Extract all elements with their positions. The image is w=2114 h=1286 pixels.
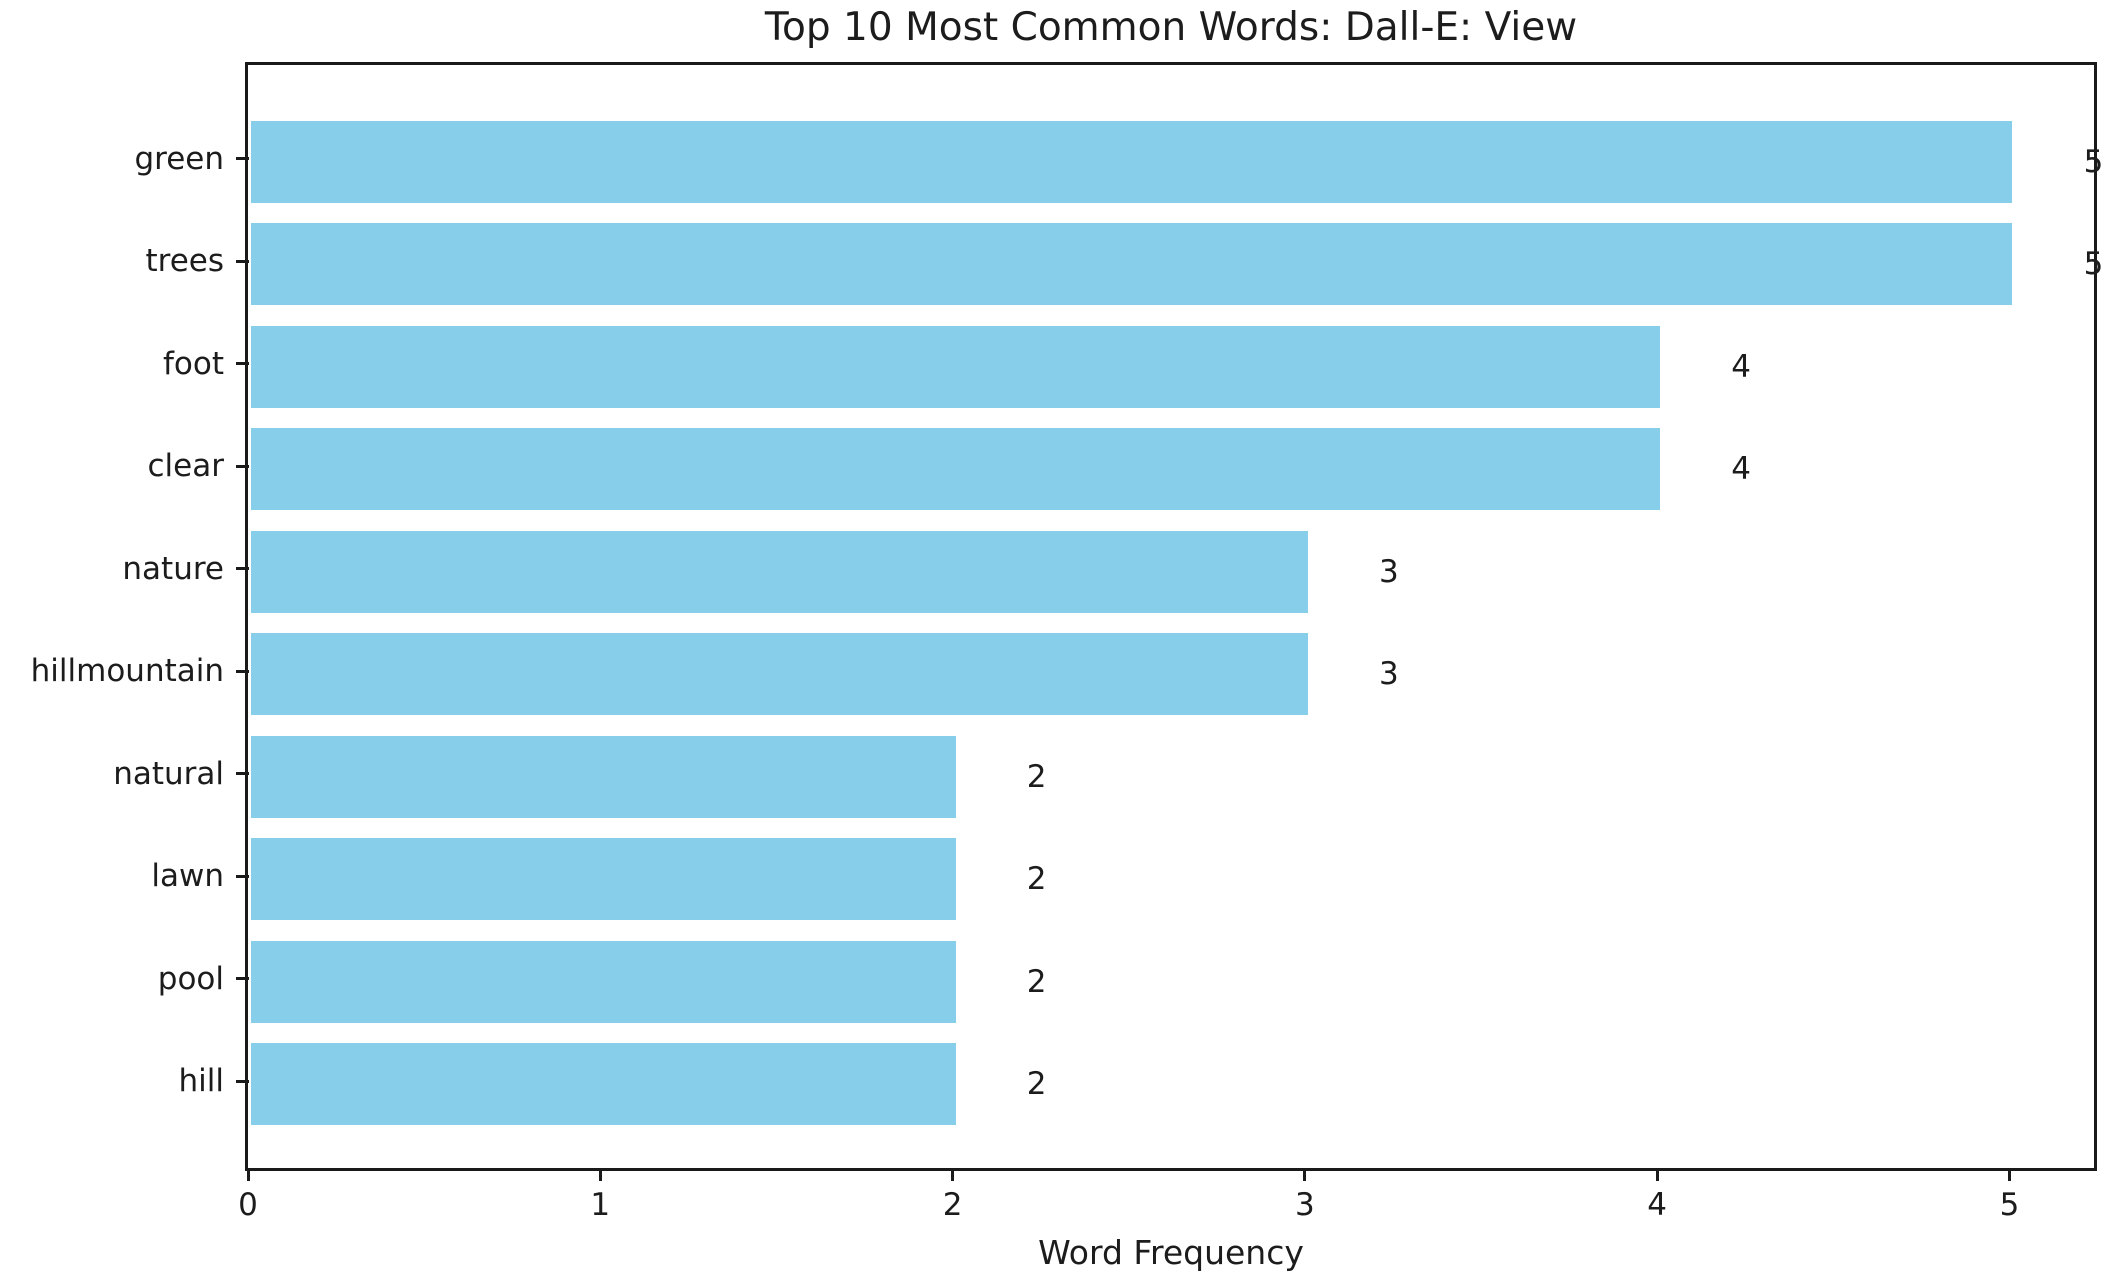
- bar-value-label: 2: [1026, 861, 1047, 897]
- y-tick-label: hill: [178, 1063, 225, 1099]
- y-tick-label: green: [134, 140, 224, 177]
- x-tick-mark: [1655, 1168, 1659, 1181]
- y-tick-mark: [236, 669, 249, 673]
- bar: [251, 223, 2013, 305]
- x-tick-mark: [1303, 1168, 1307, 1181]
- bar: [251, 838, 956, 920]
- y-tick-mark: [236, 157, 249, 160]
- y-tick-label: nature: [122, 550, 224, 587]
- bar: [251, 940, 956, 1023]
- bar: [251, 325, 1661, 408]
- bar-value-label: 5: [2083, 143, 2104, 180]
- y-tick-label: pool: [157, 960, 224, 997]
- x-tick-label: 0: [238, 1187, 258, 1223]
- y-tick-label: hillmountain: [30, 653, 224, 689]
- y-tick-mark: [236, 874, 249, 878]
- x-tick-mark: [951, 1168, 955, 1181]
- x-tick-label: 5: [1999, 1187, 2020, 1223]
- y-tick-mark: [236, 259, 249, 263]
- y-tick-label: trees: [145, 243, 224, 279]
- bar-value-label: 3: [1378, 656, 1399, 692]
- bar: [251, 530, 1308, 613]
- y-tick-mark: [236, 1079, 249, 1083]
- y-tick-label: clear: [147, 448, 224, 484]
- bar-value-label: 4: [1731, 451, 1752, 487]
- plot-area: 5 5 4 4 3 3 2 2 2 2: [245, 62, 2103, 1171]
- y-tick-mark: [236, 362, 249, 365]
- x-tick-mark: [598, 1168, 602, 1181]
- x-tick-label: 1: [590, 1187, 611, 1223]
- bar: [251, 1043, 956, 1125]
- x-tick-label: 3: [1294, 1187, 1315, 1223]
- y-tick-label: foot: [162, 345, 224, 382]
- y-tick-label: natural: [113, 755, 224, 792]
- chart-title: Top 10 Most Common Words: Dall-E: View: [764, 5, 1578, 50]
- y-tick-mark: [236, 567, 249, 570]
- bar-value-label: 2: [1026, 758, 1047, 795]
- x-tick-label: 2: [942, 1187, 963, 1223]
- x-tick-label: 4: [1647, 1187, 1668, 1223]
- bar-value-label: 5: [2083, 246, 2104, 282]
- bar-value-label: 4: [1731, 348, 1752, 385]
- bar: [251, 428, 1661, 510]
- x-tick-mark: [246, 1168, 250, 1181]
- bar-value-label: 2: [1026, 1066, 1047, 1102]
- bar: [251, 735, 956, 818]
- plot-inner: 5 5 4 4 3 3 2 2 2 2: [251, 68, 2103, 1171]
- y-tick-mark: [236, 977, 249, 980]
- y-tick-mark: [236, 772, 249, 775]
- y-tick-mark: [236, 464, 249, 468]
- bar: [251, 633, 1308, 715]
- bar: [251, 120, 2013, 203]
- bar-value-label: 3: [1378, 553, 1399, 590]
- y-tick-label: lawn: [151, 858, 224, 894]
- x-axis-title: Word Frequency: [1038, 1233, 1304, 1272]
- bar-value-label: 2: [1026, 963, 1047, 1000]
- x-tick-mark: [2007, 1168, 2011, 1181]
